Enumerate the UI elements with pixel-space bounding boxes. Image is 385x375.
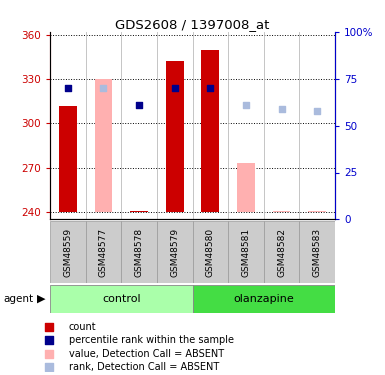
Bar <box>228 221 264 283</box>
Point <box>278 106 285 112</box>
Bar <box>300 221 335 283</box>
Text: count: count <box>69 322 97 332</box>
Text: olanzapine: olanzapine <box>233 294 294 304</box>
Point <box>100 85 107 91</box>
Point <box>297 59 303 65</box>
Point <box>207 85 213 91</box>
Text: GSM48559: GSM48559 <box>64 228 72 277</box>
Bar <box>157 221 192 283</box>
Bar <box>308 210 326 212</box>
Text: GSM48582: GSM48582 <box>277 228 286 277</box>
Bar <box>166 62 184 212</box>
Point <box>297 183 303 189</box>
Bar <box>59 106 77 212</box>
Bar <box>273 210 290 212</box>
Bar <box>237 163 255 212</box>
Point <box>172 85 178 91</box>
Bar <box>50 285 192 313</box>
Bar <box>201 50 219 212</box>
Bar <box>121 221 157 283</box>
Bar <box>130 210 148 212</box>
Point <box>297 306 303 312</box>
Bar <box>264 221 300 283</box>
Bar <box>95 79 112 212</box>
Text: GSM48583: GSM48583 <box>313 228 321 277</box>
Text: ▶: ▶ <box>37 294 45 304</box>
Point <box>136 102 142 108</box>
Text: GSM48577: GSM48577 <box>99 228 108 277</box>
Bar <box>192 221 228 283</box>
Text: GSM48580: GSM48580 <box>206 228 215 277</box>
Bar <box>50 221 85 283</box>
Text: agent: agent <box>4 294 34 304</box>
Text: value, Detection Call = ABSENT: value, Detection Call = ABSENT <box>69 349 224 359</box>
Text: control: control <box>102 294 141 304</box>
Point <box>314 108 320 114</box>
Text: GSM48578: GSM48578 <box>135 228 144 277</box>
Text: GSM48579: GSM48579 <box>170 228 179 277</box>
Point <box>65 85 71 91</box>
Text: rank, Detection Call = ABSENT: rank, Detection Call = ABSENT <box>69 363 219 372</box>
Point <box>243 102 249 108</box>
Bar <box>85 221 121 283</box>
Text: percentile rank within the sample: percentile rank within the sample <box>69 335 234 345</box>
Title: GDS2608 / 1397008_at: GDS2608 / 1397008_at <box>116 18 270 31</box>
Bar <box>192 285 335 313</box>
Text: GSM48581: GSM48581 <box>241 228 250 277</box>
